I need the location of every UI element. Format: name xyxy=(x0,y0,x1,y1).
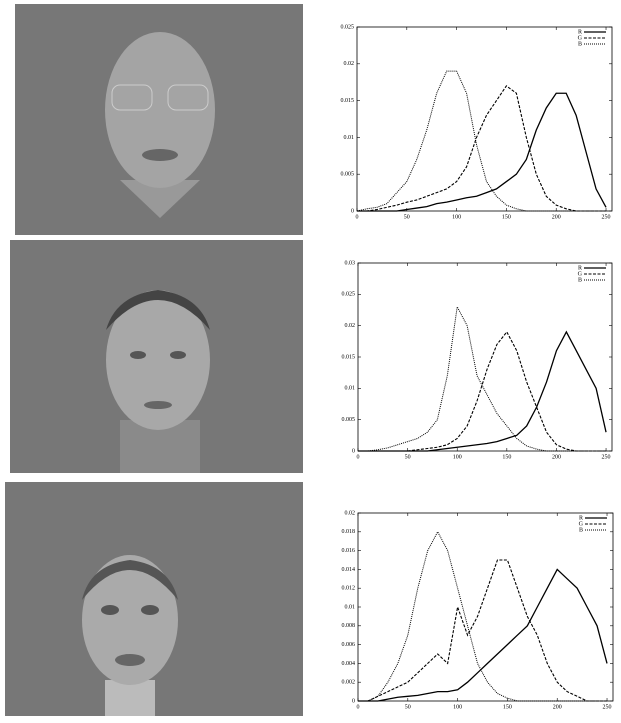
y-tick-label: 0.002 xyxy=(342,680,356,686)
x-tick-label: 100 xyxy=(452,214,461,220)
y-tick-label: 0.005 xyxy=(341,172,355,178)
eye xyxy=(130,351,146,359)
legend-label: R xyxy=(578,265,582,271)
x-tick-label: 50 xyxy=(405,704,411,710)
x-tick-label: 200 xyxy=(553,704,562,710)
glasses xyxy=(111,84,153,111)
series-line xyxy=(358,559,608,702)
neck xyxy=(120,180,200,218)
y-tick-label: 0.015 xyxy=(342,354,356,360)
y-tick-label: 0.01 xyxy=(345,386,356,392)
x-tick-label: 0 xyxy=(356,214,359,220)
y-tick-label: 0 xyxy=(352,698,355,704)
chart: 0 0.005 0.01 0.015 0.02 0.025 0 50 100 150 200 250 R… xyxy=(341,24,613,220)
mouth xyxy=(144,401,172,409)
y-tick-label: 0.004 xyxy=(342,661,356,667)
legend-label: B xyxy=(578,41,582,47)
mouth xyxy=(142,149,178,161)
chart: 0 0.002 0.004 0.006 0.008 0.01 0.012 0.014 0.016… xyxy=(342,510,614,710)
x-tick-label: 200 xyxy=(552,454,561,460)
y-tick-label: 0.012 xyxy=(342,586,356,592)
chart: 0 0.005 0.01 0.015 0.02 0.025 0.03 0 50 100 150 200… xyxy=(342,260,613,460)
x-tick-label: 250 xyxy=(603,704,612,710)
y-tick-label: 0.018 xyxy=(342,529,356,535)
face xyxy=(105,32,215,188)
legend-label: G xyxy=(579,521,584,527)
face-image xyxy=(10,240,303,473)
legend-label: G xyxy=(578,35,583,41)
mouth xyxy=(115,654,145,666)
y-tick-label: 0.005 xyxy=(342,417,356,423)
face xyxy=(106,290,210,430)
face-image xyxy=(5,482,303,716)
eye xyxy=(170,351,186,359)
eye xyxy=(141,605,159,615)
legend-label: R xyxy=(579,515,583,521)
x-tick-label: 50 xyxy=(404,214,410,220)
plot-frame xyxy=(356,26,613,212)
y-tick-label: 0.02 xyxy=(345,510,356,516)
y-tick-label: 0.01 xyxy=(344,135,355,141)
x-tick-label: 150 xyxy=(502,214,511,220)
x-tick-label: 200 xyxy=(552,214,561,220)
x-tick-label: 0 xyxy=(357,454,360,460)
x-tick-label: 50 xyxy=(405,454,411,460)
y-tick-label: 0.03 xyxy=(345,260,356,266)
hair xyxy=(106,290,210,330)
glasses xyxy=(167,84,209,111)
y-tick-label: 0.02 xyxy=(344,61,355,67)
series-line xyxy=(358,330,607,452)
x-tick-label: 250 xyxy=(602,454,611,460)
series-line xyxy=(358,530,608,702)
legend-label: B xyxy=(578,277,582,283)
x-tick-label: 250 xyxy=(602,214,611,220)
plot-frame xyxy=(357,262,613,452)
hair xyxy=(82,560,178,600)
y-tick-label: 0.006 xyxy=(342,642,356,648)
y-tick-label: 0.008 xyxy=(342,623,356,629)
series-line xyxy=(358,568,608,702)
series-line xyxy=(358,305,607,452)
y-tick-label: 0.025 xyxy=(342,292,356,298)
neck xyxy=(105,680,155,716)
legend-label: B xyxy=(579,527,583,533)
series-line xyxy=(358,330,607,452)
series-line xyxy=(357,92,607,212)
face-image xyxy=(15,4,303,235)
y-tick-label: 0.016 xyxy=(342,548,356,554)
y-tick-label: 0 xyxy=(351,208,354,214)
x-tick-label: 100 xyxy=(453,704,462,710)
face xyxy=(82,555,178,685)
y-tick-label: 0.025 xyxy=(341,24,355,30)
plot-frame xyxy=(357,512,614,702)
x-tick-label: 100 xyxy=(453,454,462,460)
y-tick-label: 0.015 xyxy=(341,98,355,104)
y-tick-label: 0 xyxy=(352,448,355,454)
eye xyxy=(101,605,119,615)
y-tick-label: 0.02 xyxy=(345,323,356,329)
x-tick-label: 150 xyxy=(503,704,512,710)
y-tick-label: 0.014 xyxy=(342,567,356,573)
legend-label: R xyxy=(578,29,582,35)
y-tick-label: 0.01 xyxy=(345,604,356,610)
series-line xyxy=(356,70,607,212)
legend-label: G xyxy=(578,271,583,277)
series-line xyxy=(357,85,607,212)
x-tick-label: 0 xyxy=(357,704,360,710)
x-tick-label: 150 xyxy=(502,454,511,460)
